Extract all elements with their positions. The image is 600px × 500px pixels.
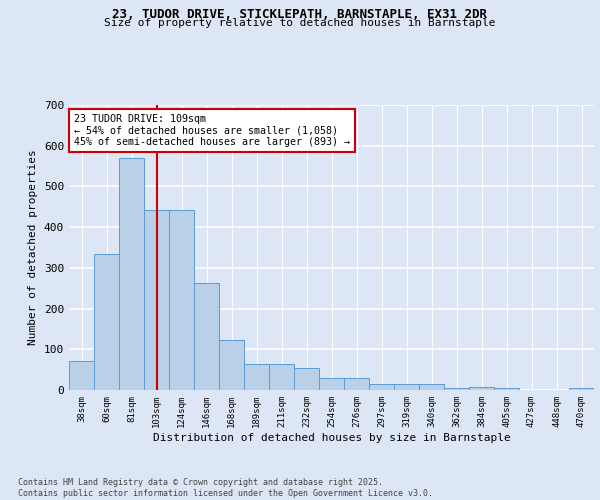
Bar [94, 254, 119, 390]
Bar [469, 387, 494, 390]
Bar [169, 210, 194, 390]
Text: 23, TUDOR DRIVE, STICKLEPATH, BARNSTAPLE, EX31 2DR: 23, TUDOR DRIVE, STICKLEPATH, BARNSTAPLE… [113, 8, 487, 20]
Bar [419, 384, 444, 390]
Bar [219, 340, 244, 390]
Bar [444, 388, 469, 390]
Bar [144, 210, 169, 390]
Bar [244, 364, 269, 390]
Bar [119, 158, 144, 390]
Text: Size of property relative to detached houses in Barnstaple: Size of property relative to detached ho… [104, 18, 496, 28]
Bar [494, 388, 519, 390]
Bar [569, 388, 594, 390]
Bar [294, 368, 319, 390]
Bar [344, 378, 369, 390]
Bar [319, 378, 344, 390]
X-axis label: Distribution of detached houses by size in Barnstaple: Distribution of detached houses by size … [152, 432, 511, 442]
Text: 23 TUDOR DRIVE: 109sqm
← 54% of detached houses are smaller (1,058)
45% of semi-: 23 TUDOR DRIVE: 109sqm ← 54% of detached… [74, 114, 350, 147]
Bar [69, 360, 94, 390]
Bar [269, 364, 294, 390]
Bar [194, 284, 219, 390]
Bar [394, 384, 419, 390]
Y-axis label: Number of detached properties: Number of detached properties [28, 150, 38, 346]
Bar [369, 384, 394, 390]
Text: Contains HM Land Registry data © Crown copyright and database right 2025.
Contai: Contains HM Land Registry data © Crown c… [18, 478, 433, 498]
